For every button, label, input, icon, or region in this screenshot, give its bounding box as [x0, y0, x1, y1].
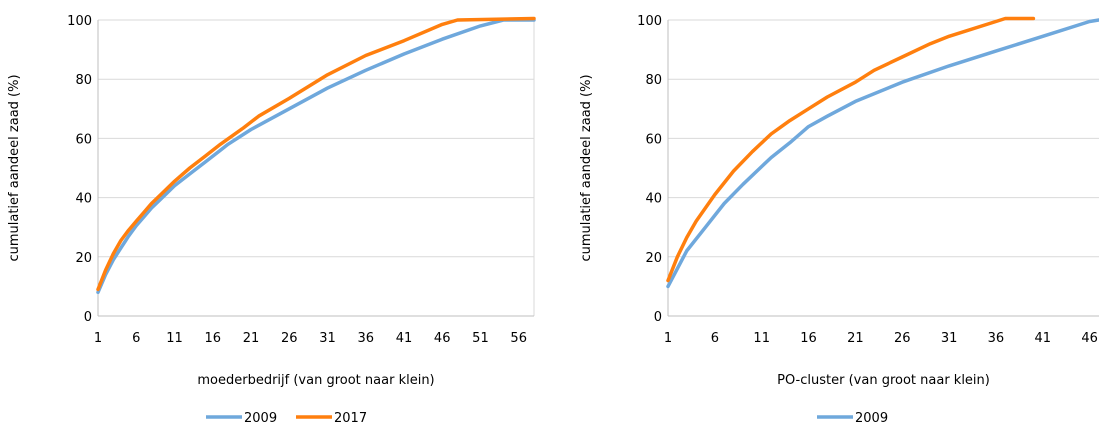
y-tick-label: 80	[645, 73, 662, 88]
x-tick-label: 31	[319, 331, 336, 346]
legend-label: 2009	[855, 411, 888, 426]
x-tick-label: 1	[94, 331, 102, 346]
x-tick-label: 56	[510, 331, 527, 346]
x-tick-label: 36	[357, 331, 374, 346]
y-tick-label: 40	[645, 192, 662, 207]
y-tick-label: 0	[84, 310, 92, 325]
x-tick-label: 51	[472, 331, 489, 346]
x-tick-label: 11	[166, 331, 183, 346]
y-tick-label: 60	[645, 132, 662, 147]
x-tick-label: 46	[1081, 331, 1098, 346]
x-tick-label: 16	[800, 331, 817, 346]
series-line-2009	[96, 18, 536, 295]
x-tick-label: 31	[941, 331, 958, 346]
series-line-2017	[96, 16, 536, 292]
x-tick-label: 6	[711, 331, 719, 346]
y-tick-label: 60	[75, 132, 92, 147]
x-tick-label: 26	[281, 331, 298, 346]
y-axis-title: cumulatief aandeel zaad (%)	[7, 74, 22, 261]
y-tick-label: 20	[75, 251, 92, 266]
y-tick-label: 100	[637, 14, 662, 29]
x-tick-label: 21	[243, 331, 260, 346]
y-axis-title: cumulatief aandeel zaad (%)	[579, 74, 594, 261]
series-line-2009	[666, 18, 1099, 289]
x-axis-title: moederbedrijf (van groot naar klein)	[197, 373, 434, 388]
x-tick-label: 16	[204, 331, 221, 346]
y-tick-label: 100	[67, 14, 92, 29]
y-tick-label: 0	[654, 310, 662, 325]
x-tick-label: 1	[664, 331, 672, 346]
x-tick-label: 36	[988, 331, 1005, 346]
x-tick-label: 21	[847, 331, 864, 346]
x-tick-label: 41	[1035, 331, 1052, 346]
y-tick-label: 40	[75, 192, 92, 207]
x-tick-label: 6	[132, 331, 140, 346]
y-tick-label: 80	[75, 73, 92, 88]
x-tick-label: 26	[894, 331, 911, 346]
legend-label: 2017	[334, 411, 367, 426]
x-axis-title: PO-cluster (van groot naar klein)	[777, 373, 990, 388]
y-tick-label: 20	[645, 251, 662, 266]
x-tick-label: 46	[434, 331, 451, 346]
x-tick-label: 41	[396, 331, 413, 346]
legend-label: 2009	[244, 411, 277, 426]
x-tick-label: 11	[753, 331, 770, 346]
series-line-series-2	[666, 16, 1036, 283]
